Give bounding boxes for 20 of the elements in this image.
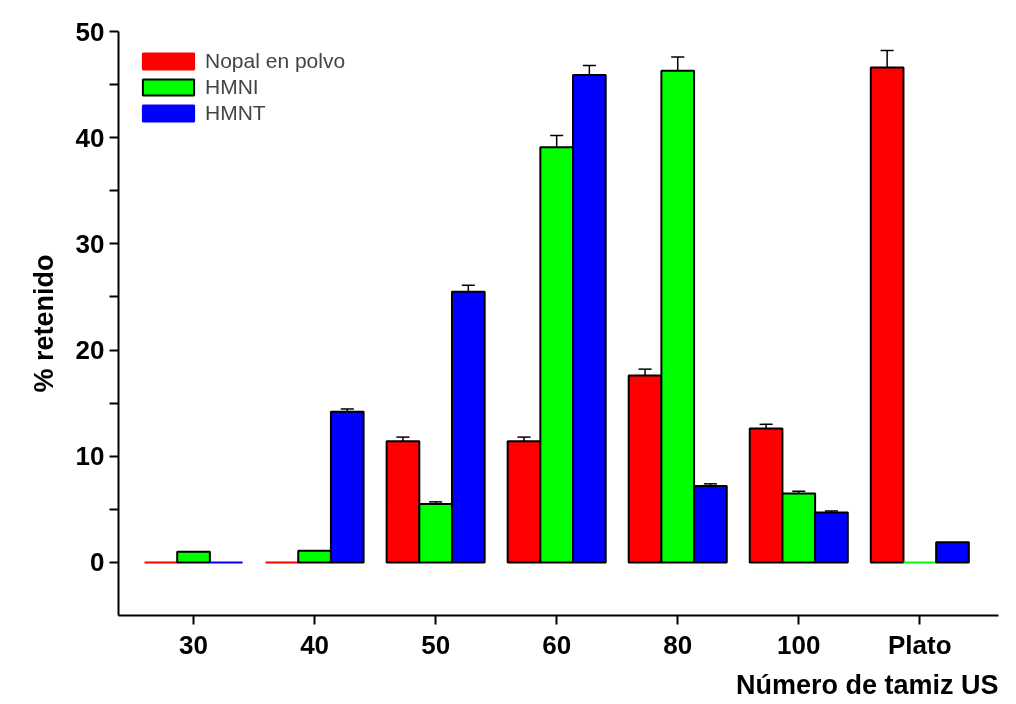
legend-label: HMNT bbox=[205, 101, 266, 125]
y-tick-label: 20 bbox=[75, 335, 105, 366]
x-tick-label: Plato bbox=[888, 629, 952, 660]
x-tick-label: 50 bbox=[421, 629, 451, 660]
y-tick-label: 0 bbox=[90, 547, 105, 578]
y-tick-label: 40 bbox=[75, 122, 105, 153]
x-axis-title: Número de tamiz US bbox=[735, 669, 999, 700]
y-tick-label: 10 bbox=[75, 441, 105, 472]
x-tick-label: 40 bbox=[300, 629, 330, 660]
x-tick-label: 30 bbox=[179, 629, 209, 660]
y-tick-label: 50 bbox=[75, 16, 105, 47]
bar bbox=[935, 541, 970, 564]
legend-label: Nopal en polvo bbox=[205, 49, 346, 73]
y-tick-label: 30 bbox=[75, 228, 105, 259]
legend-label: HMNI bbox=[205, 75, 259, 99]
y-axis-title: % retenido bbox=[28, 254, 59, 393]
bar bbox=[176, 550, 211, 564]
x-tick-label: 60 bbox=[542, 629, 572, 660]
x-tick-label: 80 bbox=[663, 629, 693, 660]
x-tick-label: 100 bbox=[777, 629, 821, 660]
